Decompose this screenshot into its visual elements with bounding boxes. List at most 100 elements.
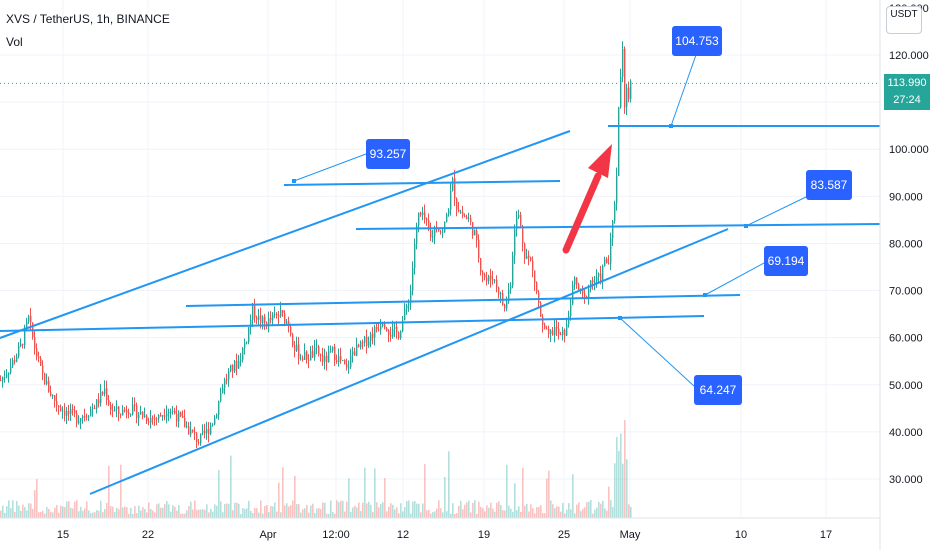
volume-bar (230, 455, 232, 518)
volume-bar (108, 465, 110, 518)
callout-label: 64.247 (699, 383, 737, 397)
volume-bar (84, 508, 86, 518)
candle-body (522, 225, 524, 244)
candle-body (370, 333, 372, 341)
volume-bar (116, 507, 118, 518)
volume-bar (260, 500, 262, 518)
volume-bar (576, 504, 578, 518)
candle-body (46, 380, 48, 385)
callout-83587[interactable]: 83.587 (806, 170, 852, 200)
candle-body (412, 268, 414, 291)
candle-body (512, 255, 514, 286)
volume-bar (28, 503, 30, 518)
candle-body (18, 346, 20, 357)
volume-bar (236, 502, 238, 518)
volume-bar (296, 504, 298, 518)
volume-bar (140, 510, 142, 518)
candle-body (240, 359, 242, 361)
candle-body (624, 48, 626, 108)
volume-bar (568, 503, 570, 518)
candle-body (182, 415, 184, 418)
callout-93257[interactable]: 93.257 (366, 139, 410, 169)
candle-body (114, 409, 116, 411)
volume-bar (414, 501, 416, 518)
callout-64247[interactable]: 64.247 (694, 375, 742, 405)
volume-bar (528, 511, 530, 518)
volume-bar (258, 512, 260, 518)
candle-body (14, 360, 16, 362)
volume-bar (42, 510, 44, 518)
drawing-lines[interactable] (0, 51, 881, 495)
candle-body (310, 351, 312, 361)
candle-body (574, 277, 576, 285)
candle-body (432, 236, 434, 238)
candle-body (378, 329, 380, 331)
volume-bar (228, 503, 230, 518)
candle-body (158, 414, 160, 419)
candle-body (420, 212, 422, 216)
callout-69194[interactable]: 69.194 (764, 246, 808, 276)
candle-body (170, 411, 172, 413)
volume-bar (524, 505, 526, 518)
candle-body (590, 280, 592, 290)
volume-bar (156, 504, 158, 518)
candle-body (558, 328, 560, 335)
candle-body (292, 334, 294, 346)
volume-bar (318, 508, 320, 518)
price-tick-label: 100.000 (889, 144, 929, 156)
candle-body (274, 314, 276, 316)
candle-body (592, 280, 594, 283)
volume-bar (490, 502, 492, 518)
volume-bar (150, 508, 152, 518)
volume-bar (146, 512, 148, 518)
candle-body (278, 314, 280, 317)
candle-body (96, 399, 98, 409)
volume-bar (72, 508, 74, 518)
volume-bar (388, 506, 390, 518)
level-line-83587 (355, 223, 881, 230)
volume-bar (320, 509, 322, 518)
time-tick-label: 17 (820, 529, 832, 541)
callout-104753[interactable]: 104.753 (672, 26, 722, 56)
candle-body (214, 417, 216, 425)
currency-button[interactable]: USDT (886, 6, 922, 34)
volume-bar (340, 500, 342, 518)
price-tick-label: 70.000 (889, 286, 923, 298)
candle-body (332, 346, 334, 351)
volume-bar (322, 502, 324, 518)
volume-bar (110, 506, 112, 518)
candle-body (22, 343, 24, 346)
candle-body (408, 303, 410, 306)
volume-bar (506, 464, 508, 518)
volume-bar (194, 500, 196, 518)
volume-bar (402, 511, 404, 518)
candle-body (110, 404, 112, 411)
volume-bar (94, 512, 96, 518)
candle-body (132, 404, 134, 415)
volume-bar (432, 512, 434, 518)
trend-arrow-head (588, 144, 612, 178)
candle-body (154, 418, 156, 420)
volume-bar (204, 509, 206, 518)
volume-bar (376, 502, 378, 518)
candle-body (232, 364, 234, 372)
candle-body (406, 305, 408, 309)
candle-body (328, 351, 330, 363)
candle-body (94, 407, 96, 409)
candle-body (162, 415, 164, 417)
callout-connector-64247 (619, 317, 695, 387)
candle-body (494, 279, 496, 281)
volume-bar (522, 467, 524, 518)
candle-body (166, 413, 168, 417)
volume-bar (596, 507, 598, 518)
volume-bar (212, 511, 214, 518)
candle-body (142, 411, 144, 418)
volume-bar (472, 502, 474, 518)
candle-body (426, 219, 428, 221)
candle-body (506, 301, 508, 309)
candle-body (424, 212, 426, 220)
volume-bar (620, 433, 622, 518)
candle-body (124, 409, 126, 411)
volume-bar (424, 464, 426, 518)
